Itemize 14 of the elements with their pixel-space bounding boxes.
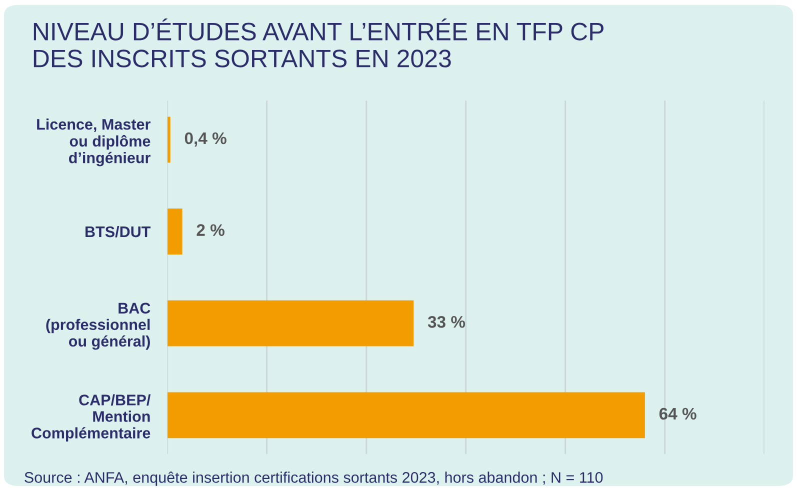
bar [167, 116, 170, 163]
data-label: 2 % [196, 224, 224, 236]
bar [167, 208, 182, 254]
data-label: 33 % [428, 316, 466, 328]
bar [167, 300, 414, 346]
source-note: Source : ANFA, enquête insertion certifications sortants 2023, hors abandon ; N = 110 [24, 472, 603, 486]
data-label: 64 % [659, 408, 696, 420]
chart-title: NIVEAU D’ÉTUDES AVANT L’ENTRÉE EN TFP CP DES INSCRITS SORTANTS EN 2023 [34, 18, 604, 68]
y-tick-label: BTS/DUT [86, 226, 151, 238]
y-tick-label: Licence, Master ou diplôme d’ingénieur [37, 118, 150, 166]
bar [167, 392, 645, 438]
data-label: 0,4 % [184, 132, 226, 147]
y-tick-label: BAC (professionnel ou général) [46, 302, 150, 350]
y-tick-label: CAP/BEP/ Mention Complémentaire [32, 394, 151, 442]
